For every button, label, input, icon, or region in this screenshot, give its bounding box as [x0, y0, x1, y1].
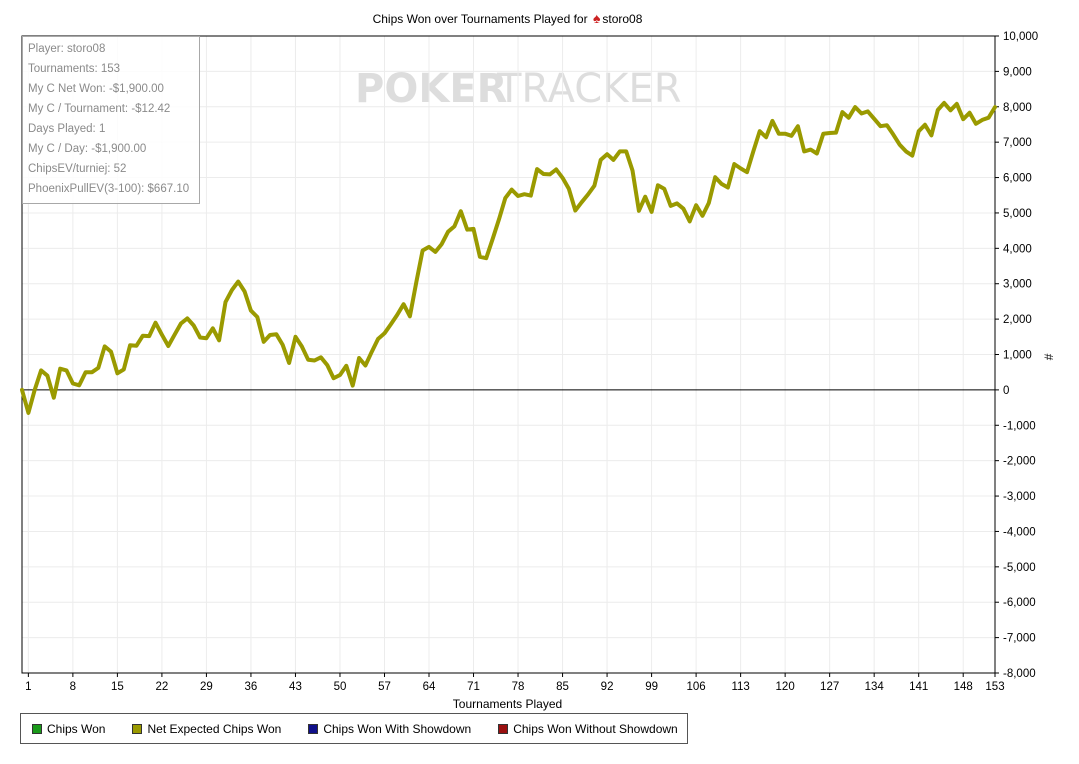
- x-tick-label: 64: [423, 681, 436, 693]
- x-tick-label: 153: [985, 681, 1004, 693]
- x-tick-label: 22: [156, 681, 169, 693]
- y-tick-label: 9,000: [1003, 66, 1032, 78]
- x-tick-label: 15: [111, 681, 124, 693]
- legend: Chips Won Net Expected Chips Won Chips W…: [20, 713, 688, 744]
- x-tick-label: 113: [731, 681, 749, 693]
- x-tick-label: 141: [909, 681, 928, 693]
- x-tick-label: 43: [289, 681, 302, 693]
- x-tick-label: 1: [25, 681, 31, 693]
- y-tick-label: 6,000: [1003, 173, 1032, 185]
- legend-item-chips-won[interactable]: Chips Won: [21, 722, 105, 736]
- y-tick-label: -7,000: [1003, 633, 1036, 645]
- legend-swatch: [132, 723, 143, 734]
- x-tick-label: 134: [865, 681, 885, 693]
- x-tick-label: 106: [687, 681, 706, 693]
- y-axis-ticks: 10,000 9,000 8,000 7,000 6,000 5,000 4,000 3,00…: [995, 31, 1038, 680]
- stats-box: Player: storo08 Tournaments: 153 My C Ne…: [22, 36, 200, 204]
- legend-item-with-showdown[interactable]: Chips Won With Showdown: [297, 722, 471, 736]
- x-axis-title: Tournaments Played: [452, 697, 563, 711]
- x-tick-label: 92: [601, 681, 614, 693]
- stat-per-tournament: My C / Tournament: -$12.42: [28, 103, 171, 115]
- y-tick-label: -5,000: [1003, 562, 1036, 574]
- watermark-tracker: TRACKER: [496, 66, 682, 112]
- x-tick-label: 99: [645, 681, 658, 693]
- legend-swatch: [308, 723, 319, 734]
- legend-label: Chips Won Without Showdown: [513, 721, 678, 736]
- x-tick-label: 85: [556, 681, 569, 693]
- chart-title-text: Chips Won over Tournaments Played for: [372, 12, 588, 26]
- x-axis-ticks: 1 8 15 22 29 36 43 50 57 64 71 78 85 92 99 106 113 120 127…: [25, 673, 1005, 693]
- y-tick-label: -2,000: [1003, 456, 1036, 468]
- stat-tournaments: Tournaments: 153: [28, 63, 121, 75]
- watermark: POKER TRACKER: [355, 66, 682, 112]
- y-tick-label: 1,000: [1003, 350, 1032, 362]
- y-tick-label: 10,000: [1003, 31, 1038, 43]
- legend-label: Chips Won With Showdown: [323, 721, 472, 736]
- x-tick-label: 78: [512, 681, 525, 693]
- y-tick-label: 8,000: [1003, 102, 1032, 114]
- stat-chipsev: ChipsEV/turniej: 52: [28, 163, 127, 175]
- y-tick-label: -4,000: [1003, 526, 1036, 538]
- stat-net-won: My C Net Won: -$1,900.00: [28, 83, 164, 95]
- y-tick-label: 7,000: [1003, 137, 1032, 149]
- series-line-net-expected-chips-won: [20, 100, 997, 415]
- stat-per-day: My C / Day: -$1,900.00: [28, 143, 147, 155]
- x-tick-label: 148: [954, 681, 973, 693]
- x-tick-label: 36: [245, 681, 258, 693]
- legend-label: Chips Won: [47, 721, 106, 736]
- y-tick-label: 2,000: [1003, 314, 1032, 326]
- stat-days-played: Days Played: 1: [28, 123, 106, 135]
- x-tick-label: 50: [334, 681, 347, 693]
- y-tick-label: -6,000: [1003, 597, 1036, 609]
- stat-phoenix: PhoenixPullEV(3-100): $667.10: [28, 183, 190, 195]
- y-tick-label: 4,000: [1003, 243, 1032, 255]
- y-tick-label: -8,000: [1003, 668, 1036, 680]
- x-tick-label: 120: [776, 681, 795, 693]
- y-tick-label: -1,000: [1003, 420, 1036, 432]
- legend-label: Net Expected Chips Won: [147, 721, 282, 736]
- y-tick-label: 0: [1003, 385, 1009, 397]
- series-layer: [20, 100, 997, 415]
- y-tick-label: 3,000: [1003, 279, 1032, 291]
- x-tick-label: 127: [820, 681, 839, 693]
- x-tick-label: 8: [70, 681, 76, 693]
- x-tick-label: 71: [467, 681, 480, 693]
- x-tick-label: 57: [378, 681, 391, 693]
- legend-item-without-showdown[interactable]: Chips Won Without Showdown: [487, 722, 678, 736]
- y-tick-label: -3,000: [1003, 491, 1036, 503]
- legend-swatch: [32, 723, 42, 734]
- stat-player: Player: storo08: [28, 43, 106, 55]
- legend-swatch: [498, 723, 509, 734]
- chart-title: Chips Won over Tournaments Played for ♠ s…: [0, 10, 1015, 26]
- legend-item-net-expected[interactable]: Net Expected Chips Won: [121, 722, 281, 736]
- x-tick-label: 29: [200, 681, 213, 693]
- spade-icon: ♠: [592, 10, 601, 26]
- y-tick-label: 5,000: [1003, 208, 1032, 220]
- chart-title-player: storo08: [602, 12, 643, 26]
- y-axis-title: #: [1041, 353, 1056, 361]
- watermark-poker: POKER: [355, 66, 507, 112]
